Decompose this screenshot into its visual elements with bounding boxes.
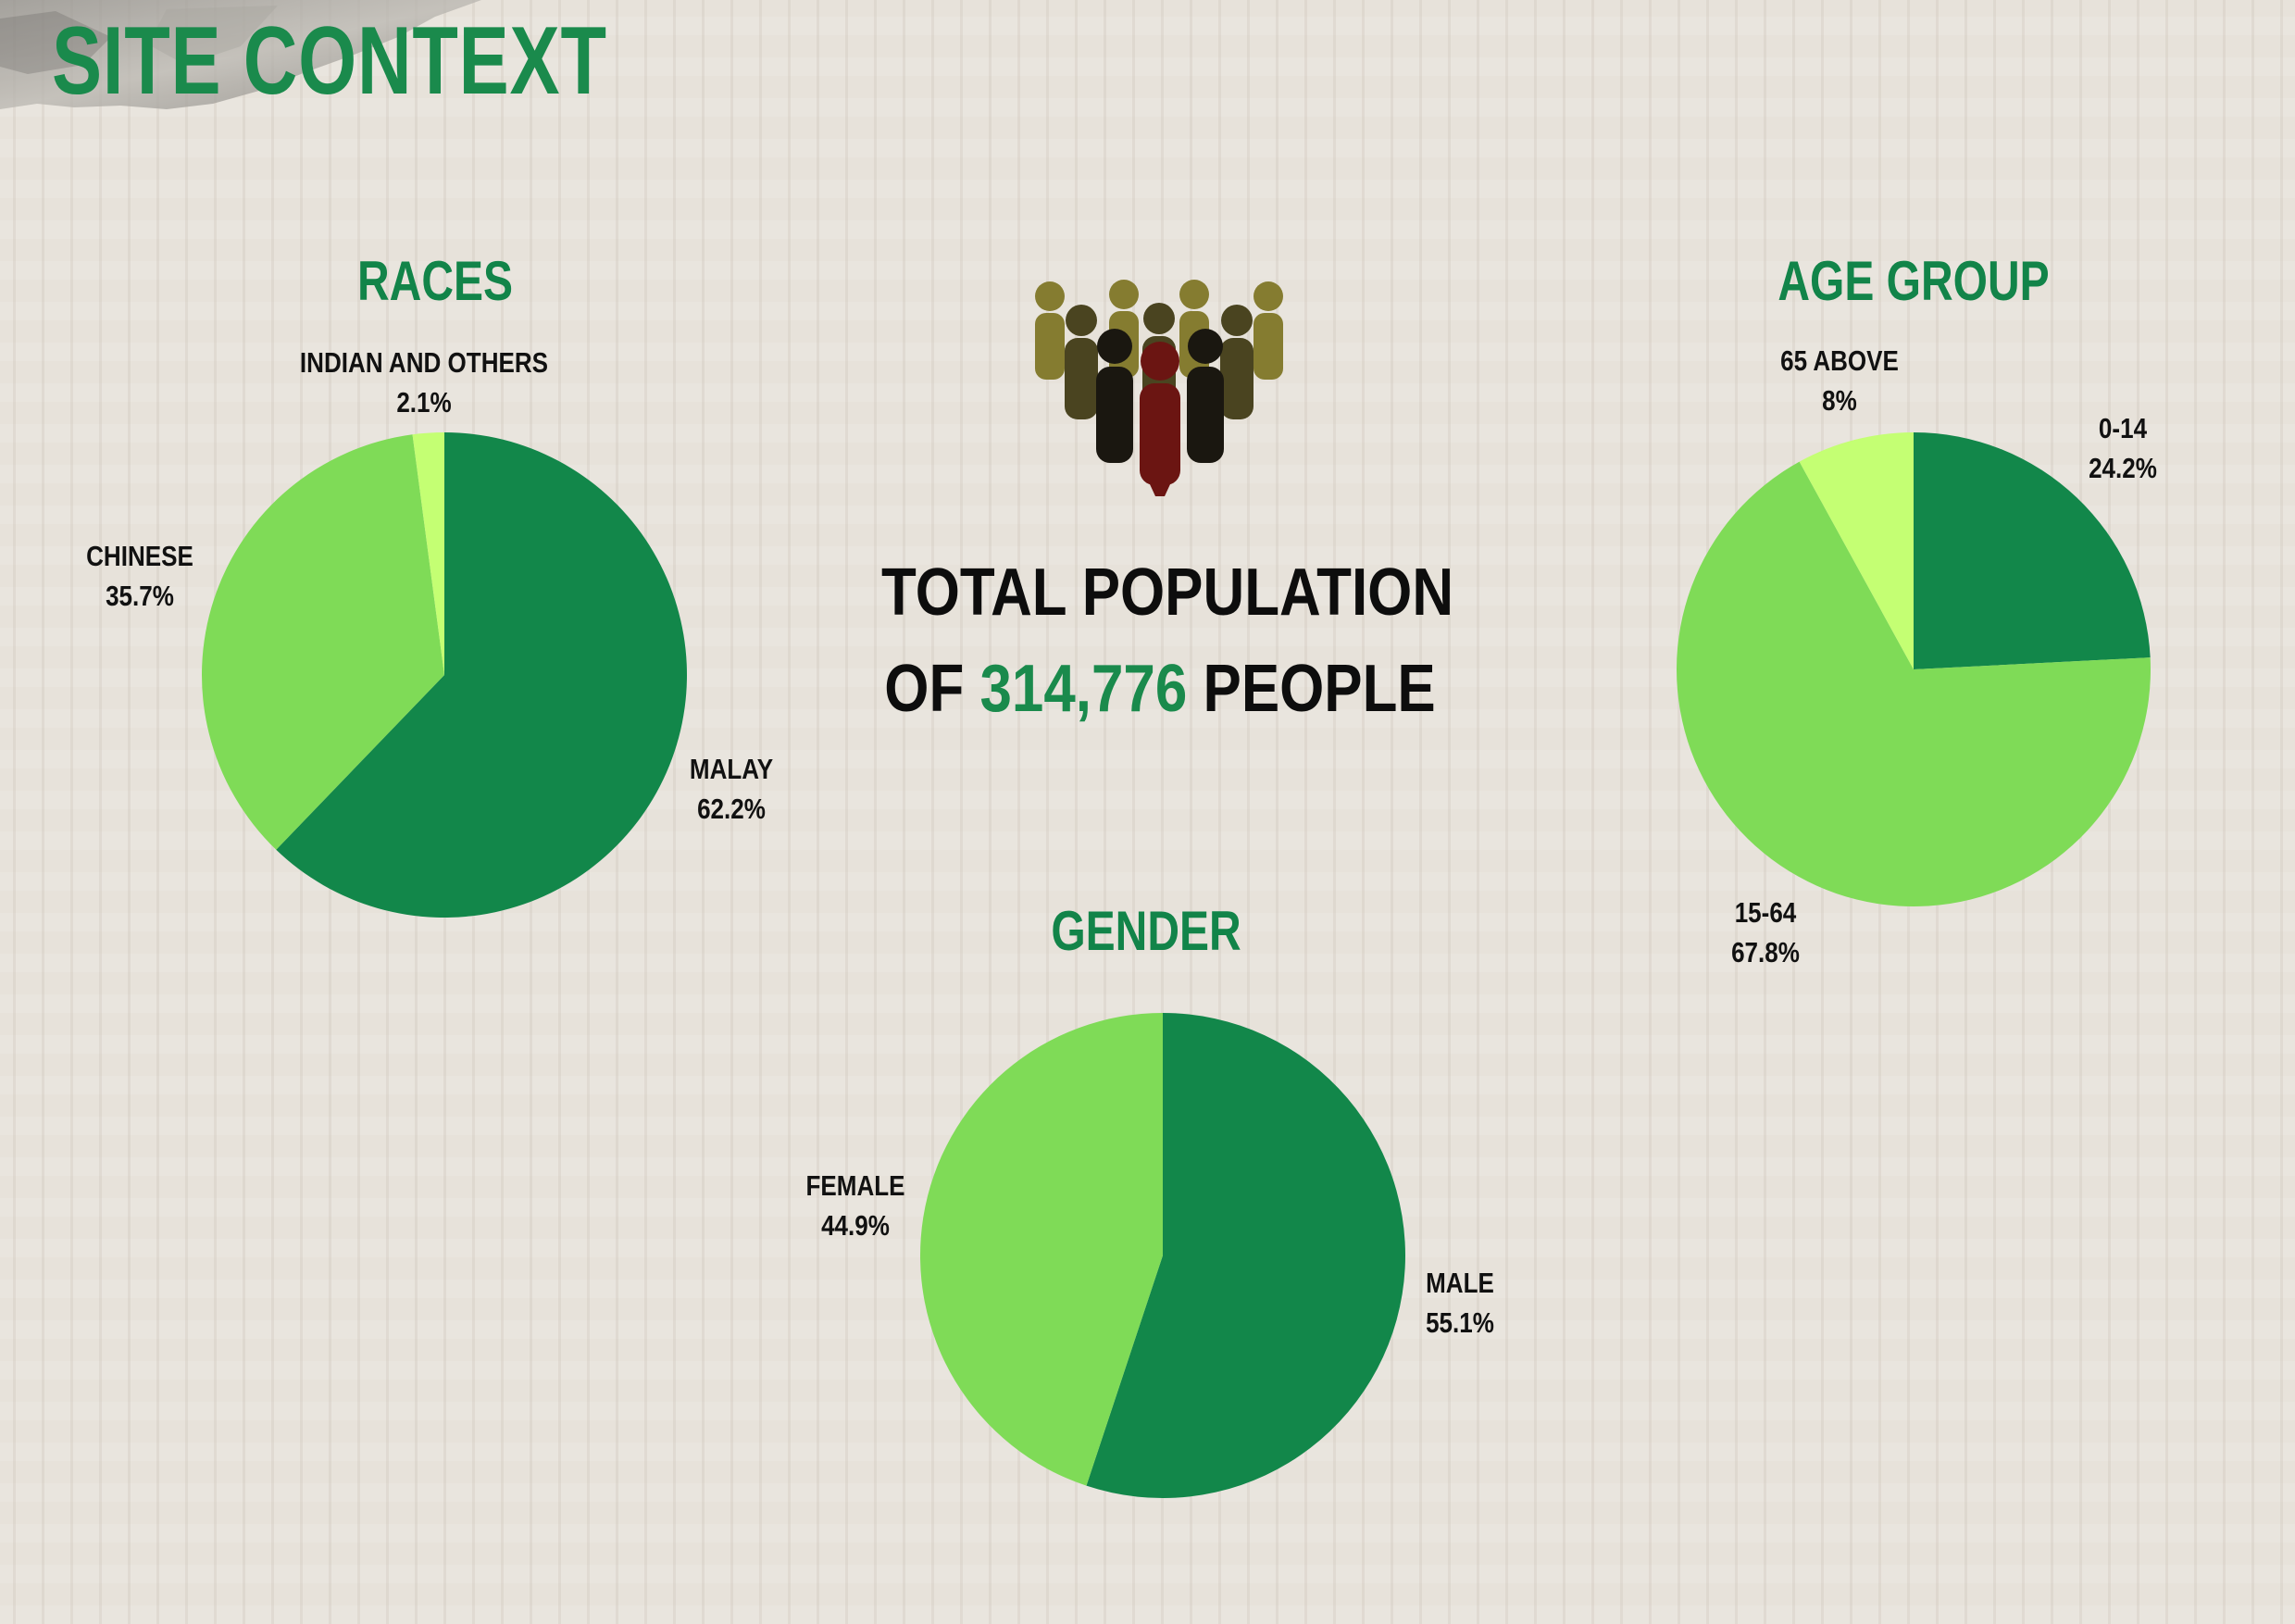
gender-label-female: FEMALE 44.9%: [805, 1166, 904, 1245]
races-label-indian-and-others: INDIAN AND OTHERS 2.1%: [300, 343, 548, 422]
races-label-chinese-name: CHINESE: [86, 540, 193, 572]
gender-label-male: MALE 55.1%: [1426, 1263, 1494, 1343]
age-label-65-above-name: 65 ABOVE: [1780, 344, 1899, 377]
races-pie-chart: [201, 432, 687, 918]
gender-chart-title: GENDER: [1051, 900, 1241, 962]
age-slice-15-64: [1677, 461, 2151, 906]
gender-slice-female: [920, 1013, 1163, 1486]
age-label-0-14-value: 24.2%: [2089, 452, 2157, 484]
total-suffix: PEOPLE: [1203, 652, 1436, 726]
age-label-15-64-name: 15-64: [1734, 896, 1797, 929]
races-label-chinese: CHINESE 35.7%: [86, 536, 193, 616]
age-slice-65-above: [1799, 432, 1914, 669]
races-slice-malay: [276, 432, 687, 918]
age-label-0-14-name: 0-14: [2098, 412, 2148, 444]
gender-label-female-name: FEMALE: [805, 1169, 905, 1202]
races-label-malay: MALAY 62.2%: [690, 749, 773, 829]
gender-pie-chart: [920, 1013, 1405, 1498]
races-label-indian-name: INDIAN AND OTHERS: [299, 346, 549, 379]
races-slice-indian-and-others: [412, 432, 444, 675]
races-label-malay-name: MALAY: [689, 753, 774, 785]
age-label-15-64: 15-64 67.8%: [1731, 893, 1800, 972]
age-slice-0-14: [1914, 432, 2151, 669]
total-population-line2: OF 314,776 PEOPLE: [881, 641, 1439, 737]
total-population-line1: TOTAL POPULATION: [881, 556, 1454, 630]
age-label-65-above: 65 ABOVE 8%: [1780, 341, 1899, 420]
races-label-indian-value: 2.1%: [396, 386, 452, 418]
age-group-pie-chart: [1677, 432, 2151, 906]
gender-label-female-value: 44.9%: [821, 1209, 890, 1242]
gender-slice-male: [1086, 1013, 1405, 1498]
age-label-65-above-value: 8%: [1822, 384, 1857, 417]
torn-paper-ribbon: [0, 0, 481, 109]
races-label-chinese-value: 35.7%: [106, 580, 174, 612]
gender-label-male-name: MALE: [1426, 1267, 1494, 1299]
total-population-value: 314,776: [979, 652, 1188, 726]
races-slice-chinese: [201, 434, 444, 850]
races-chart-title: RACES: [356, 250, 514, 312]
age-label-15-64-value: 67.8%: [1731, 936, 1800, 968]
page-title: SITE CONTEXT: [52, 7, 607, 115]
people-group-icon: [1035, 280, 1283, 496]
total-population: TOTAL POPULATION OF 314,776 PEOPLE: [836, 544, 1484, 737]
total-prefix: OF: [884, 652, 965, 726]
people-front-row: [1096, 329, 1224, 463]
races-label-malay-value: 62.2%: [697, 793, 766, 825]
age-group-chart-title: AGE GROUP: [1777, 250, 2050, 312]
age-label-0-14: 0-14 24.2%: [2089, 408, 2157, 488]
gender-label-male-value: 55.1%: [1426, 1306, 1494, 1339]
people-center-figure: [1140, 342, 1180, 496]
